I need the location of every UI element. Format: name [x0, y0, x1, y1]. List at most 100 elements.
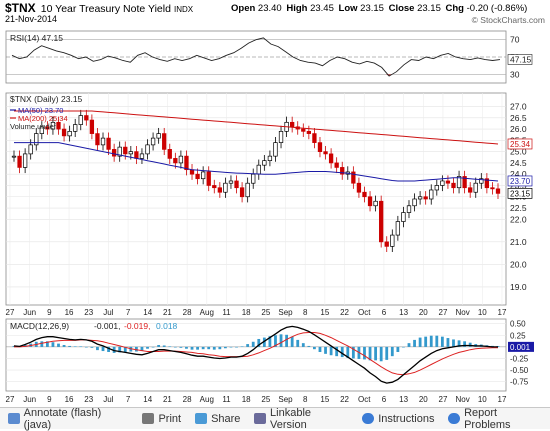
candle-body [228, 180, 234, 184]
candle-body [67, 130, 72, 137]
price-x-tick-label: Aug [200, 308, 214, 317]
macd-histogram-bar [446, 338, 450, 347]
macd-x-tick-label: 7 [126, 395, 131, 404]
macd-x-tick-label: 11 [222, 395, 231, 404]
price-x-tick-label: Jun [23, 308, 36, 317]
candle-body [178, 155, 184, 164]
macd-histogram-bar [301, 343, 305, 347]
candle-body [206, 171, 211, 186]
macd-histogram-bar [268, 336, 272, 347]
candle-body [73, 124, 78, 132]
candle-body [100, 137, 106, 146]
macd-x-tick-label: Jul [103, 395, 113, 404]
rsi-line [11, 37, 501, 77]
macd-histogram-bar [140, 346, 144, 352]
price-x-tick-label: 27 [439, 308, 448, 317]
price-x-tick-label: 22 [340, 308, 349, 317]
candle-body [28, 144, 33, 155]
macd-histogram-bar [285, 334, 288, 347]
macd-tick-label: -0.25 [510, 354, 529, 363]
macd-histogram-bar [413, 339, 416, 347]
candle-body [351, 171, 356, 184]
price-x-tick-label: 14 [143, 308, 152, 317]
info-icon [362, 413, 375, 424]
macd-tick-label: -0.50 [510, 366, 529, 375]
candle-body [290, 121, 295, 128]
macd-x-tick-label: Oct [358, 395, 371, 404]
close-last-box [507, 188, 533, 199]
candle-body [117, 146, 122, 157]
candle-body [395, 221, 401, 236]
chart-date: 21-Nov-2014 [5, 14, 58, 24]
macd-histogram-bar [335, 346, 339, 357]
macd-signal-line [14, 332, 498, 376]
candle-body [156, 133, 161, 139]
macd-histogram-bar [274, 335, 277, 347]
price-x-tick-label: Jul [103, 308, 113, 317]
macd-histogram-bar [313, 346, 316, 350]
chart-svg: 305070RSI(14) 47.1547.1519.020.021.022.0… [5, 30, 534, 404]
chg-label: Chg [445, 3, 464, 14]
macd-x-tick-label: 13 [399, 395, 408, 404]
price-tick-label: 21.0 [510, 237, 527, 247]
macd-histogram-bar [307, 345, 311, 347]
ma200-last-box [507, 138, 533, 150]
candle-body [379, 200, 384, 243]
macd-x-tick-label: 25 [261, 395, 270, 404]
price-tick-label: 24.0 [510, 169, 527, 179]
candle-body [256, 164, 261, 175]
candle-body [245, 182, 250, 198]
instructions-link[interactable]: Instructions [362, 413, 434, 425]
macd-histogram-bar [463, 341, 467, 347]
macd-histogram-bar [229, 346, 233, 348]
footer-toolbar: Annotate (flash) (java) Print Share Link… [0, 407, 550, 431]
chg-value: -0.20 (-0.86%) [466, 3, 528, 14]
close-label: Close [388, 3, 415, 14]
macd-tick-label: 0.25 [510, 331, 526, 340]
watermark: © StockCharts.com [471, 15, 545, 25]
chart-header: $TNX 10 Year Treasury Note Yield INDX 21… [5, 1, 547, 29]
candle-body [89, 119, 95, 134]
candle-body [312, 133, 317, 143]
price-x-tick-label: 27 [6, 308, 15, 317]
macd-histogram-bar [218, 346, 222, 350]
macd-histogram-bar [101, 346, 105, 352]
low-label: Low [338, 3, 358, 14]
macd-histogram-bar [290, 336, 294, 347]
macd-histogram-bar [173, 346, 177, 348]
price-x-tick-label: 20 [419, 308, 428, 317]
price-panel [5, 92, 507, 306]
linkable-version-link[interactable]: Linkable Version [254, 407, 348, 431]
linkable-label: Linkable Version [270, 406, 312, 431]
candle-body [184, 155, 189, 171]
candle-body [456, 176, 462, 189]
candle-body [173, 158, 178, 164]
candle-body [189, 169, 195, 175]
candle-body [367, 196, 373, 207]
macd-histogram-bar [374, 346, 378, 361]
candle-body [195, 173, 200, 180]
price-x-tick-label: 28 [183, 308, 192, 317]
pencil-icon [8, 413, 20, 424]
report-problems-link[interactable]: Report Problems [448, 407, 544, 431]
macd-histogram-bar [435, 335, 439, 347]
macd-x-tick-label: 28 [183, 395, 192, 404]
candle-body [340, 167, 345, 175]
candle-body [95, 133, 100, 146]
annotate-link[interactable]: Annotate (flash) (java) [8, 407, 128, 431]
macd-histogram-bar [452, 339, 455, 347]
macd-histogram-bar [329, 346, 333, 356]
price-x-tick-label: 18 [242, 308, 251, 317]
candle-body [111, 149, 117, 157]
share-link[interactable]: Share [195, 413, 240, 425]
ma50-last-box [507, 175, 533, 187]
macd-histogram-bar [190, 346, 194, 350]
macd-legend-signal: -0.019, [124, 321, 150, 331]
ma200-last-label: 25.34 [510, 140, 531, 149]
link-icon [254, 413, 267, 424]
candle-body [123, 146, 128, 155]
price-x-tick-label: 10 [478, 308, 487, 317]
candle-body [306, 130, 312, 134]
print-link[interactable]: Print [142, 413, 181, 425]
macd-histogram-bar [179, 346, 183, 348]
